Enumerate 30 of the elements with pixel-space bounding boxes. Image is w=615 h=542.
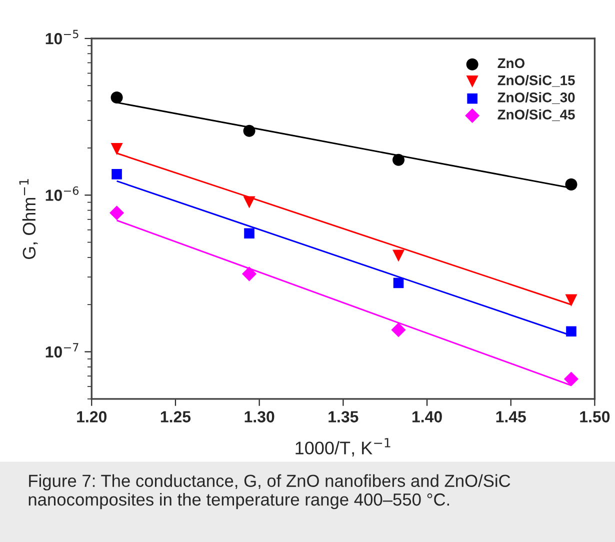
point — [391, 322, 406, 338]
point — [110, 142, 123, 156]
point — [242, 266, 257, 282]
point — [110, 91, 123, 104]
caption: Figure 7: The conductance, G, of ZnO nanofibers and ZnO/SiC nanocomposites in the temperature range 400–550 °C. — [28, 474, 510, 510]
x-axis-title: 1000/T, K$^{−1}$ — [296, 438, 390, 457]
y-tick-label: 10$^{−5}$ — [46, 30, 78, 44]
x-tick-label: 1.35 — [328, 411, 358, 422]
x-tick-label: 1.25 — [160, 411, 191, 422]
legend-label: ZnO/SiC_15 — [498, 75, 575, 87]
point — [112, 169, 122, 180]
point — [393, 278, 404, 288]
point — [565, 178, 578, 190]
y-axis-title: G, Ohm$^{−1}$ — [19, 179, 38, 260]
legend-label: ZnO/SiC_30 — [498, 92, 575, 104]
point — [566, 326, 576, 336]
point — [244, 228, 254, 239]
point — [564, 372, 579, 386]
legend-label: ZnO/SiC_45 — [498, 109, 575, 122]
point — [110, 206, 124, 220]
x-tick-label: 1.40 — [412, 411, 442, 422]
y-tick-label: 10$^{−7}$ — [46, 343, 78, 358]
point — [565, 294, 578, 306]
point — [392, 250, 405, 262]
y-tick-label: 10$^{−6}$ — [46, 186, 79, 201]
legend-label: ZnO — [498, 58, 524, 68]
x-tick-label: 1.45 — [496, 411, 526, 422]
x-tick-label: 1.50 — [580, 411, 610, 422]
x-tick-label: 1.20 — [77, 411, 107, 422]
x-tick-label: 1.30 — [244, 411, 274, 422]
